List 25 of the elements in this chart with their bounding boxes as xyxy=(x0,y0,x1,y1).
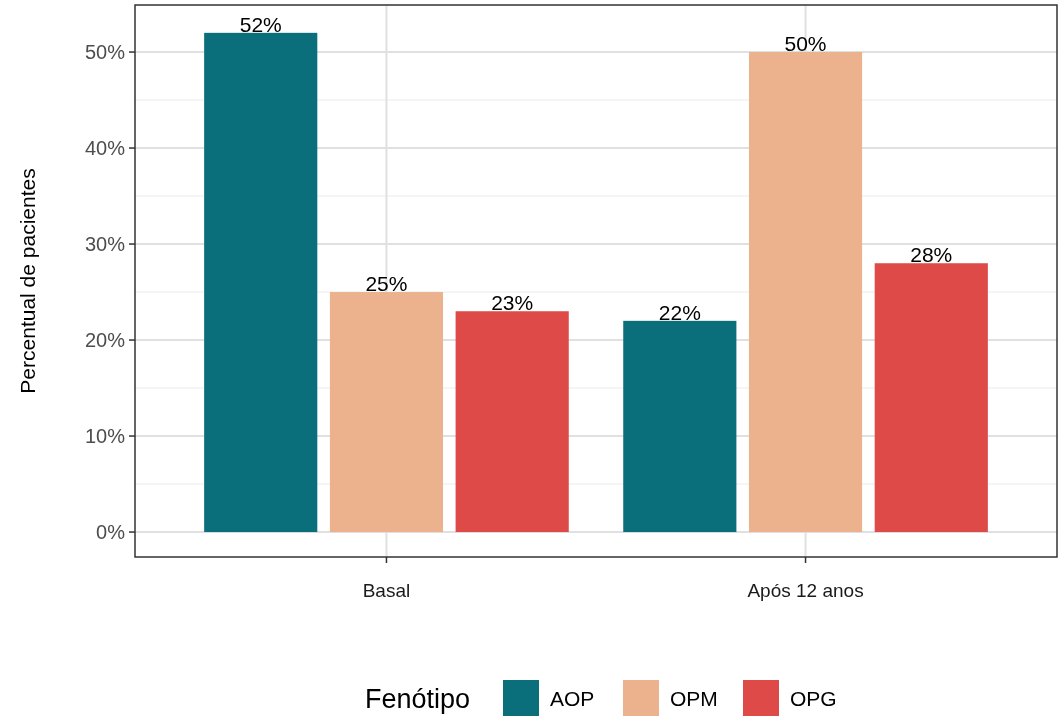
y-tick-label: 40% xyxy=(84,137,126,160)
legend-title: Fenótipo xyxy=(365,684,471,714)
data-label: 25% xyxy=(365,272,408,296)
bar xyxy=(874,263,988,533)
y-tick-label: 0% xyxy=(96,521,126,544)
data-label: 28% xyxy=(910,243,953,267)
x-tick-label: Basal xyxy=(362,580,411,601)
bar xyxy=(623,320,737,533)
y-axis-title: Percentual de pacientes xyxy=(16,168,39,394)
y-tick-label: 50% xyxy=(84,41,126,64)
bar xyxy=(455,311,569,533)
data-label: 23% xyxy=(491,291,534,315)
bar xyxy=(748,52,863,533)
bar xyxy=(204,32,318,533)
legend-label: AOP xyxy=(550,687,595,710)
y-tick-label: 10% xyxy=(84,425,126,448)
data-label: 52% xyxy=(239,12,282,36)
y-tick-label: 30% xyxy=(84,233,126,256)
legend-label: OPM xyxy=(670,687,718,710)
y-tick-label: 20% xyxy=(84,329,126,352)
legend-label: OPG xyxy=(790,687,837,710)
data-label: 22% xyxy=(658,300,701,324)
data-label: 50% xyxy=(784,32,827,56)
x-tick-label: Após 12 anos xyxy=(747,580,864,601)
bar xyxy=(329,292,444,533)
